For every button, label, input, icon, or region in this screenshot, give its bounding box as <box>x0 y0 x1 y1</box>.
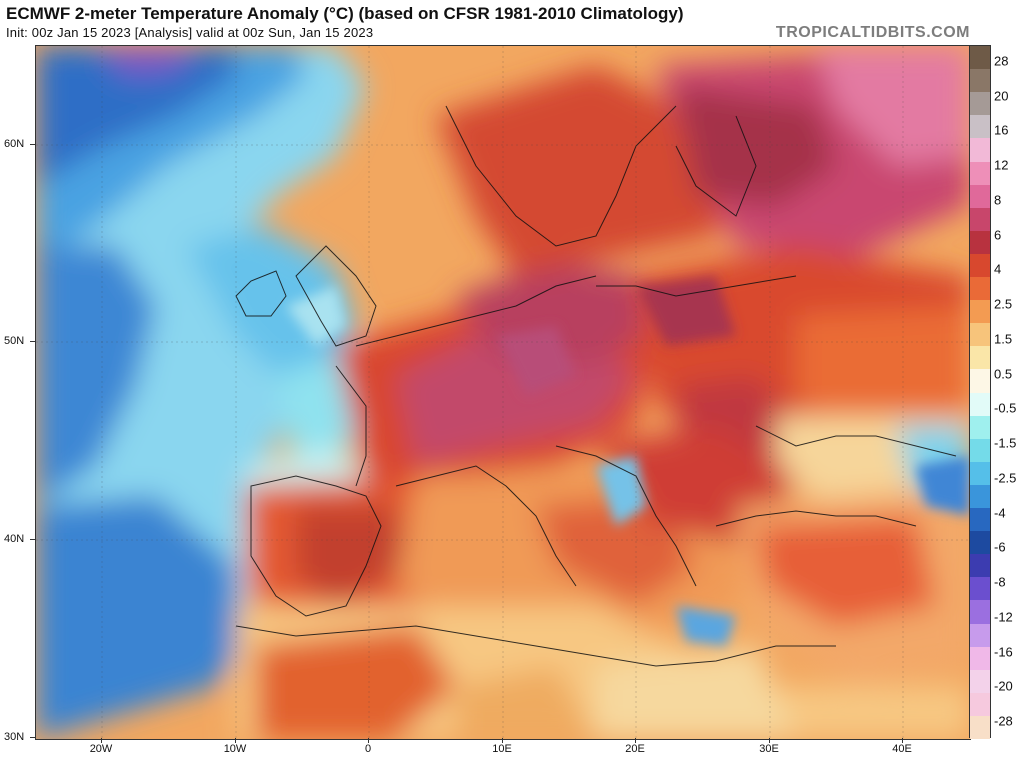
lat-tick <box>30 737 35 738</box>
colorbar-label: -4 <box>994 505 1006 521</box>
colorbar-segment <box>970 715 990 740</box>
lon-tick <box>502 738 503 743</box>
coastlines <box>235 105 957 667</box>
map-canvas <box>36 46 970 739</box>
colorbar-segment <box>970 646 990 671</box>
map-title: ECMWF 2-meter Temperature Anomaly (°C) (… <box>6 4 684 23</box>
colorbar-segment <box>970 577 990 601</box>
lon-label-30e: 30E <box>759 743 779 755</box>
colorbar-label: -8 <box>994 574 1006 590</box>
lat-label-30n: 30N <box>4 731 25 743</box>
colorbar-label: 20 <box>994 88 1009 104</box>
colorbar-segment <box>970 508 990 532</box>
lat-tick <box>30 144 35 145</box>
colorbar-label: -28 <box>994 713 1013 729</box>
colorbar-segment <box>970 184 990 209</box>
anomaly-detail <box>286 276 970 646</box>
colorbar-segment <box>970 369 990 393</box>
colorbar-segment <box>970 392 990 417</box>
colorbar-label: 16 <box>994 122 1009 138</box>
lon-label-20w: 20W <box>89 743 113 755</box>
colorbar-segment <box>970 115 990 139</box>
colorbar-label: 12 <box>994 157 1009 173</box>
lon-label-20e: 20E <box>625 743 645 755</box>
lon-label-0: 0 <box>364 743 372 755</box>
colorbar-label: 8 <box>994 192 1002 208</box>
colorbar-label: 6 <box>994 227 1002 243</box>
colorbar-segment <box>970 138 990 162</box>
colorbar-segment <box>970 277 990 301</box>
colorbar-segment <box>970 484 990 509</box>
colorbar <box>969 45 991 740</box>
colorbar-segment <box>970 669 990 694</box>
colorbar-label: 4 <box>994 261 1002 277</box>
colorbar-segment <box>970 600 990 624</box>
colorbar-label: -0.5 <box>994 400 1017 416</box>
colorbar-segment <box>970 69 990 93</box>
lon-tick <box>101 738 102 743</box>
lon-tick <box>368 738 369 743</box>
colorbar-label: -6 <box>994 539 1006 555</box>
colorbar-label: 28 <box>994 53 1009 69</box>
colorbar-label: 2.5 <box>994 296 1013 312</box>
colorbar-segment <box>970 461 990 486</box>
colorbar-label: 1.5 <box>994 331 1013 347</box>
lat-label-50n: 50N <box>4 335 25 347</box>
colorbar-segment <box>970 46 990 70</box>
lat-tick <box>30 539 35 540</box>
colorbar-segment <box>970 230 990 255</box>
colorbar-label: -2.5 <box>994 470 1017 486</box>
colorbar-segment <box>970 161 990 186</box>
colorbar-label: -12 <box>994 609 1013 625</box>
lon-tick <box>902 738 903 743</box>
colorbar-segment <box>970 554 990 578</box>
lat-label-60n: 60N <box>4 138 25 150</box>
colorbar-segment <box>970 300 990 324</box>
anomaly-map <box>35 45 971 740</box>
lon-label-10e: 10E <box>492 743 512 755</box>
colorbar-label: -1.5 <box>994 435 1017 451</box>
colorbar-segment <box>970 692 990 717</box>
colorbar-segment <box>970 253 990 278</box>
colorbar-segment <box>970 623 990 648</box>
lon-tick <box>235 738 236 743</box>
lat-label-40n: 40N <box>4 533 25 545</box>
colorbar-label: -16 <box>994 644 1013 660</box>
lon-label-40e: 40E <box>892 743 912 755</box>
colorbar-segment <box>970 323 990 347</box>
brand-watermark: TROPICALTIDBITS.COM <box>775 24 970 41</box>
colorbar-label: 0.5 <box>994 366 1013 382</box>
map-subtitle: Init: 00z Jan 15 2023 [Analysis] valid a… <box>6 25 374 40</box>
colorbar-segment <box>970 346 990 370</box>
lon-label-10w: 10W <box>223 743 247 755</box>
colorbar-label: -20 <box>994 678 1013 694</box>
lat-tick <box>30 341 35 342</box>
lon-tick <box>769 738 770 743</box>
colorbar-segment <box>970 92 990 116</box>
colorbar-segment <box>970 438 990 463</box>
colorbar-segment <box>970 415 990 440</box>
colorbar-segment <box>970 531 990 555</box>
colorbar-segment <box>970 207 990 232</box>
graticule <box>36 46 970 739</box>
lon-tick <box>635 738 636 743</box>
